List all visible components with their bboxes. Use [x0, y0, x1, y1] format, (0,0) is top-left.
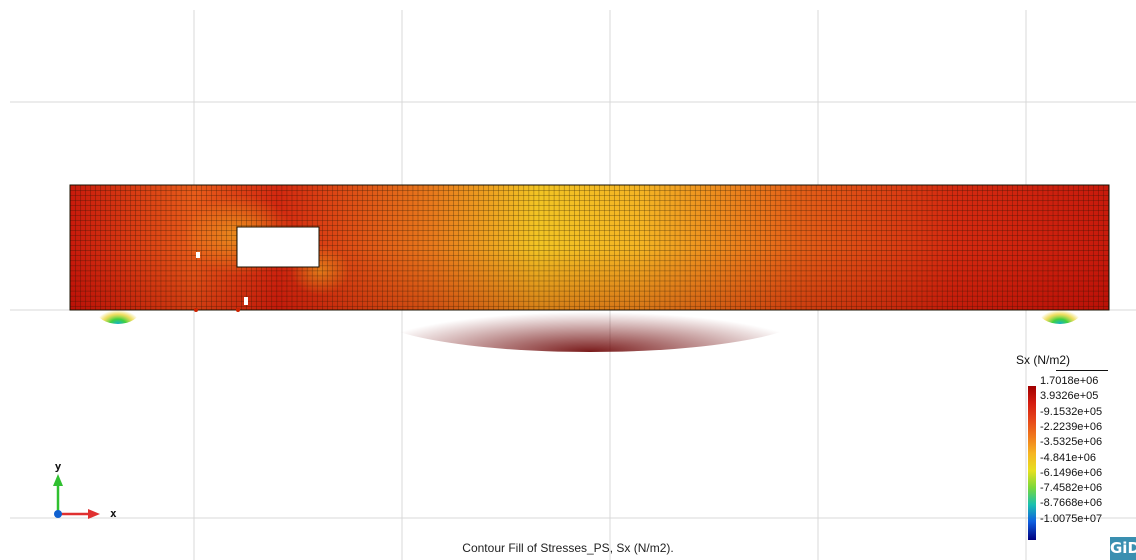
legend-underline — [1056, 370, 1108, 371]
legend-label: -6.1496e+06 — [1040, 466, 1103, 479]
legend-title: Sx (N/m2) — [1016, 353, 1070, 367]
y-axis-label: y — [55, 460, 62, 473]
legend-label: -7.4582e+06 — [1040, 482, 1103, 495]
beam-mesh[interactable] — [69, 184, 1110, 352]
gid-logo: GiD — [1110, 537, 1136, 560]
legend-label: -1.0075e+07 — [1040, 512, 1103, 525]
legend-label: 1.7018e+06 — [1040, 375, 1099, 387]
x-axis-label: x — [110, 507, 117, 520]
legend-label: -4.841e+06 — [1040, 451, 1096, 464]
legend-color-bar — [1028, 386, 1036, 540]
legend-label: -3.5325e+06 — [1040, 436, 1103, 449]
legend-label: -8.7668e+06 — [1040, 497, 1103, 510]
axis-triad: y x — [53, 460, 117, 520]
legend-label: -9.1532e+05 — [1040, 405, 1103, 418]
legend-label: 3.9326e+05 — [1040, 390, 1099, 403]
color-legend: Sx (N/m2) 1.7018e+06 3.9326e+05 -9.1532e+0… — [1016, 353, 1134, 553]
legend-label: -2.2239e+06 — [1040, 420, 1103, 433]
plot-caption: Contour Fill of Stresses_PS, Sx (N/m2). — [462, 541, 674, 555]
beam-opening — [236, 226, 320, 268]
